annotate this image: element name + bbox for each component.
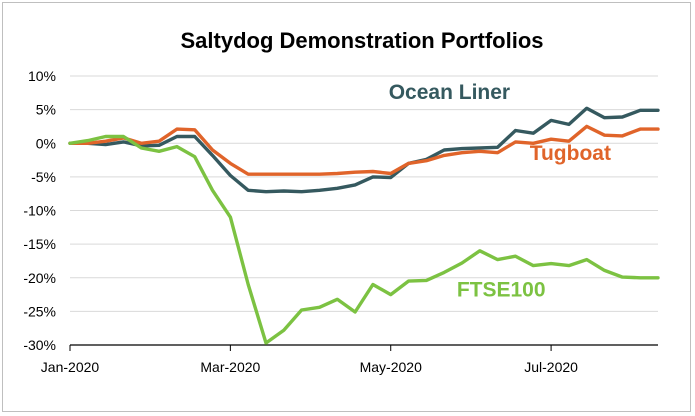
y-tick-label: 0%: [36, 135, 56, 151]
series-label: Tugboat: [530, 142, 611, 165]
y-tick-label: -15%: [23, 236, 56, 252]
y-tick-label: -10%: [23, 203, 56, 219]
y-tick-label: 10%: [28, 68, 56, 84]
x-tick-label: Jul-2020: [524, 359, 578, 375]
x-tick-label: Jan-2020: [41, 359, 100, 375]
series-lines: [68, 106, 660, 345]
series-labels: Ocean Liner Tugboat FTSE100: [389, 81, 611, 302]
series-label: Ocean Liner: [389, 81, 510, 104]
y-tick-label: -20%: [23, 270, 56, 286]
x-axis: Jan-2020 Mar-2020 May-2020 Jul-2020: [41, 344, 658, 375]
chart-title: Saltydog Demonstration Portfolios: [180, 28, 543, 53]
series-line-ftse100: [68, 134, 660, 345]
gridlines: [70, 75, 658, 346]
y-axis-tick-labels: 10% 5% 0% -5% -10% -15% -20% -25% -30%: [23, 68, 56, 353]
chart-frame: [2, 2, 691, 412]
y-tick-label: -25%: [23, 303, 56, 319]
series-line-tugboat: [68, 124, 660, 176]
series-line-ocean-liner: [68, 106, 660, 194]
series-label: FTSE100: [457, 279, 546, 302]
y-tick-label: 5%: [36, 102, 56, 118]
y-tick-label: -30%: [23, 337, 56, 353]
x-tick-label: May-2020: [360, 359, 422, 375]
x-tick-label: Mar-2020: [200, 359, 260, 375]
y-tick-label: -5%: [31, 169, 56, 185]
